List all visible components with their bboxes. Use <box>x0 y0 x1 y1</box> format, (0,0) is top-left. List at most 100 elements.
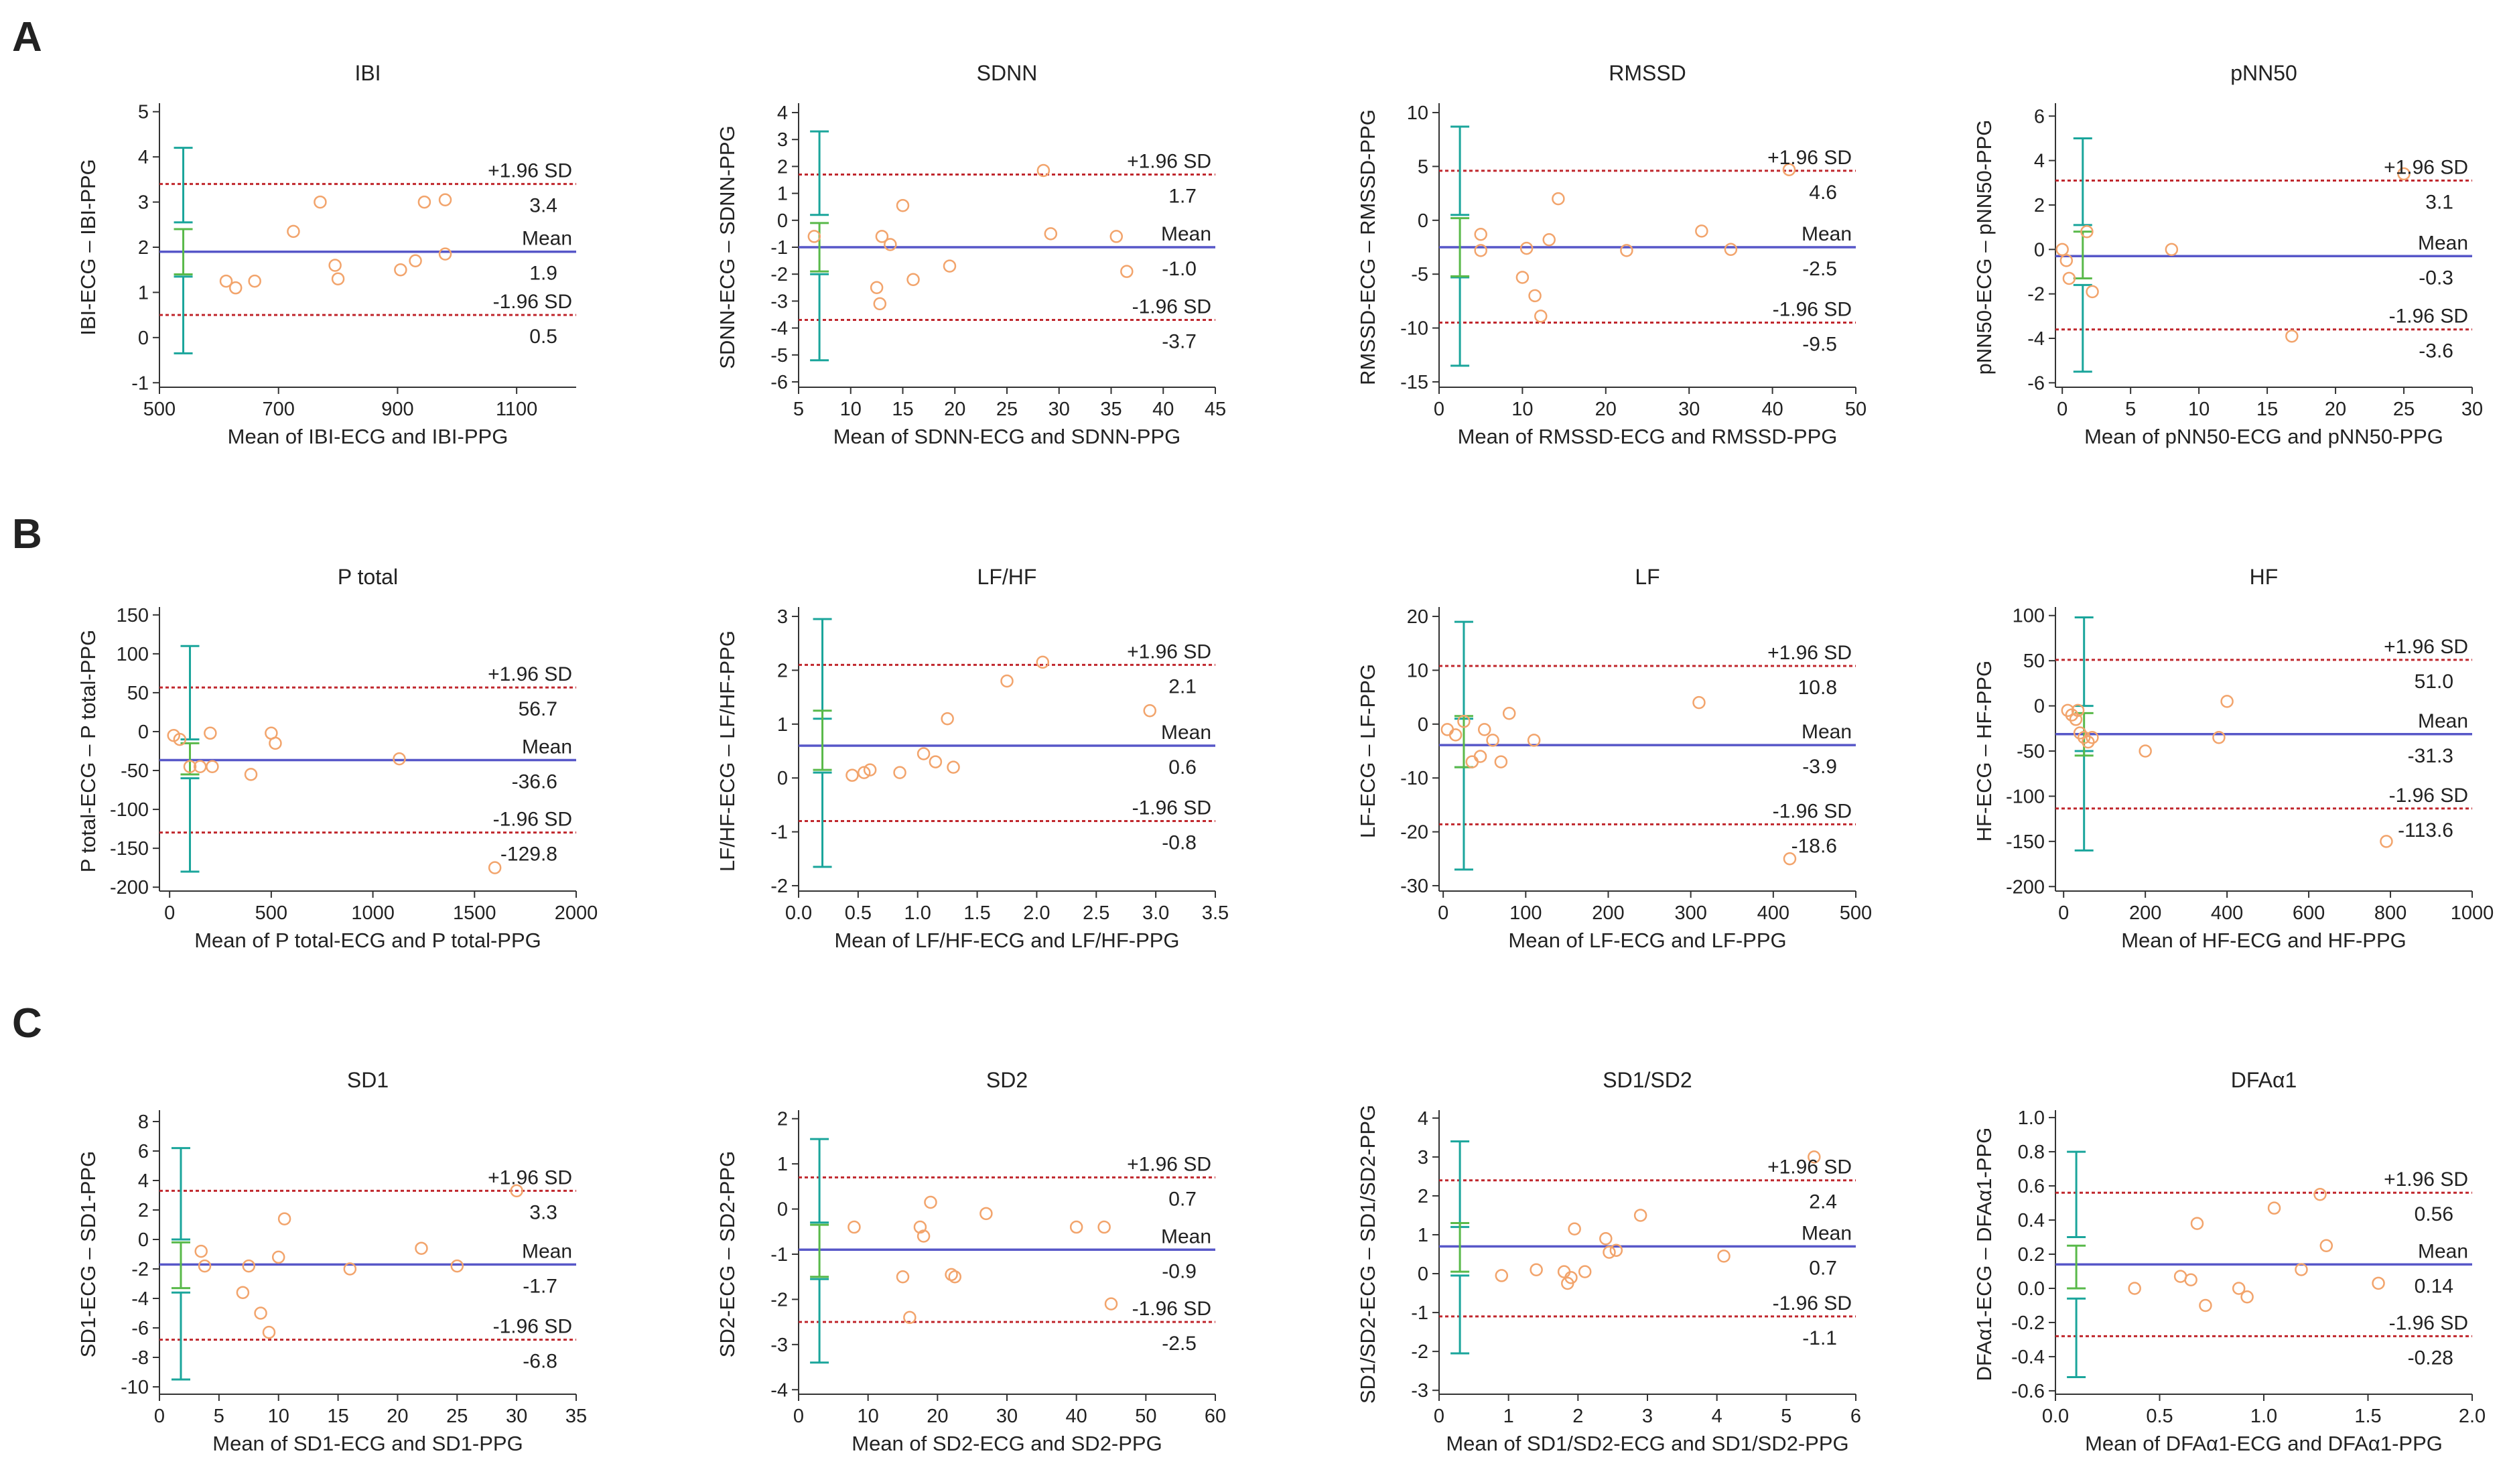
lower-loa-value: -3.7 <box>1162 331 1197 353</box>
y-tick-label: 5 <box>1418 156 1428 178</box>
data-point <box>409 254 422 267</box>
data-point <box>948 1270 961 1284</box>
y-tick-label: 2 <box>138 1200 149 1221</box>
y-tick-label: -1 <box>1411 1302 1428 1324</box>
mean-value: -0.3 <box>2419 267 2453 289</box>
data-point <box>1528 289 1542 303</box>
data-point <box>2372 1276 2385 1290</box>
lower-loa-caption: -1.96 SD <box>2389 306 2468 328</box>
mean-value: -36.6 <box>512 770 557 793</box>
mean-value: -3.9 <box>1802 756 1837 778</box>
y-tick-label: 2 <box>138 237 149 259</box>
y-tick-label: -1 <box>770 822 788 844</box>
data-point <box>807 230 821 243</box>
data-point <box>2077 731 2091 744</box>
data-point <box>845 768 859 782</box>
chart-12: DFAα1 -0.6 -0.4 -0.2 0.0 0.2 0.4 0.6 0.8 1.0 0.0 0.… <box>1972 1068 2486 1455</box>
x-tick-label: 400 <box>2211 902 2243 924</box>
lower-loa-caption: -1.96 SD <box>493 809 572 831</box>
y-tick-label: 10 <box>1407 103 1428 124</box>
data-point <box>2313 1188 2327 1201</box>
data-point <box>2295 1263 2308 1276</box>
mean-caption: Mean <box>1802 223 1852 245</box>
y-tick-label: 150 <box>117 605 149 626</box>
y-tick-label: 0 <box>138 328 149 349</box>
y-tick-label: 0 <box>777 768 788 789</box>
y-tick-label: -200 <box>2006 876 2045 898</box>
data-point <box>893 766 906 779</box>
lower-loa-value: -0.28 <box>2408 1347 2453 1369</box>
x-tick-label: 25 <box>2393 399 2415 420</box>
lower-loa-caption: -1.96 SD <box>493 1316 572 1338</box>
data-point <box>1603 1245 1616 1259</box>
upper-loa-caption: +1.96 SD <box>1767 642 1852 664</box>
y-tick-label: -0.6 <box>2011 1381 2045 1402</box>
y-tick-label: -50 <box>2017 741 2045 762</box>
y-tick-label: -10 <box>1400 768 1428 789</box>
data-point <box>2139 744 2152 758</box>
lower-loa-value: -1.1 <box>1802 1327 1837 1349</box>
lower-loa-value: -113.6 <box>2398 819 2453 841</box>
y-tick-label: 100 <box>2013 606 2045 627</box>
y-tick-label: 0.2 <box>2018 1244 2045 1266</box>
upper-loa-value: 4.6 <box>1809 182 1837 204</box>
y-axis-label: RMSSD-ECG – RMSSD-PPG <box>1356 109 1379 385</box>
x-tick-label: 4 <box>1712 1406 1722 1427</box>
mean-caption: Mean <box>522 1240 572 1262</box>
lower-loa-caption: -1.96 SD <box>2389 785 2468 807</box>
x-axis-label: Mean of SD1/SD2-ECG and SD1/SD2-PPG <box>1446 1432 1848 1455</box>
y-tick-label: 0 <box>2034 239 2045 261</box>
x-tick-label: 300 <box>1674 902 1706 924</box>
data-point <box>906 273 920 286</box>
upper-loa-value: 10.8 <box>1798 677 1837 699</box>
data-point <box>1692 695 1706 710</box>
upper-loa-value: 0.56 <box>2415 1203 2453 1225</box>
data-point <box>2062 271 2076 285</box>
x-tick-label: 500 <box>143 399 176 420</box>
x-tick-label: 1000 <box>351 902 395 924</box>
data-point <box>1620 244 1633 257</box>
y-axis-label: SDNN-ECG – SDNN-PPG <box>716 125 739 368</box>
data-point <box>488 861 502 874</box>
chart-4: pNN50 -6 -4 -2 0 2 4 6 0 5 10 15 20 25 30 Mean of pNN50… <box>1972 61 2483 448</box>
y-tick-label: -3 <box>1411 1380 1428 1402</box>
data-point <box>206 760 219 773</box>
x-tick-label: 40 <box>1152 399 1174 420</box>
data-point <box>947 760 960 774</box>
data-point <box>1515 271 1530 284</box>
y-tick-label: -2 <box>131 1259 149 1280</box>
data-point <box>2082 735 2095 749</box>
y-tick-label: 0 <box>1418 210 1428 232</box>
x-tick-label: 0 <box>1438 902 1448 924</box>
data-point <box>1782 163 1796 176</box>
x-tick-label: 5 <box>214 1406 224 1427</box>
data-point <box>1633 1209 1647 1222</box>
y-tick-label: -10 <box>1400 318 1428 340</box>
x-tick-label: 1100 <box>496 399 537 420</box>
y-tick-label: 3 <box>1418 1147 1428 1168</box>
data-point <box>1783 852 1797 866</box>
x-tick-label: 500 <box>1840 902 1872 924</box>
chart-3: RMSSD -15 -10 -5 0 5 10 0 10 20 30 40 50 Mean of RMSS… <box>1356 61 1867 448</box>
mean-caption: Mean <box>1161 1225 1211 1247</box>
y-tick-label: -3 <box>770 291 788 312</box>
x-tick-label: 0 <box>1434 1406 1444 1427</box>
data-point <box>2128 1282 2141 1295</box>
x-tick-label: 2 <box>1572 1406 1583 1427</box>
data-point <box>896 198 910 212</box>
data-point <box>510 1184 523 1198</box>
y-tick-label: -100 <box>110 799 149 821</box>
y-tick-label: 3 <box>777 606 788 628</box>
data-point <box>287 224 300 239</box>
x-tick-label: 25 <box>996 399 1018 420</box>
lower-loa-caption: -1.96 SD <box>1132 797 1211 819</box>
data-point <box>1120 265 1134 278</box>
y-tick-label: 4 <box>2034 151 2045 172</box>
data-point <box>941 712 954 726</box>
data-point <box>1036 655 1050 669</box>
y-tick-label: 0.0 <box>2018 1278 2045 1300</box>
lower-loa-caption: -1.96 SD <box>1132 1298 1211 1320</box>
